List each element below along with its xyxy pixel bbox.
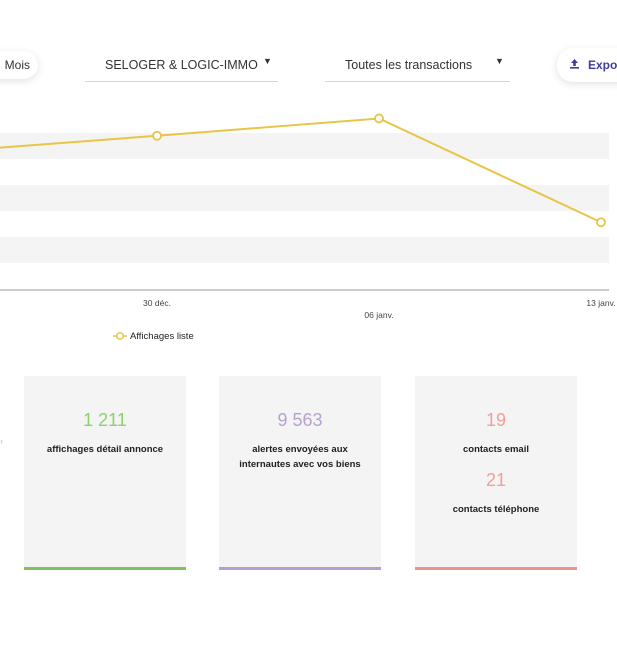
views-card: 1 211 affichages détail annonce [24,376,186,570]
series-points [152,113,606,228]
x-tick-label: 06 janv. [364,310,393,320]
views-accent-bar [24,567,186,570]
contacts-accent-bar [415,567,577,570]
views-label: affichages détail annonce [46,444,164,455]
alerts-accent-bar [219,567,381,570]
chevron-right-icon[interactable]: › [0,436,3,446]
alerts-count: 9 563 [277,410,323,430]
phone-contacts-count: 21 [485,470,507,490]
transaction-select[interactable]: Toutes les transactions ▼ [325,50,510,82]
alerts-card: 9 563 alertes envoyées aux internautes a… [219,376,381,570]
x-tick-label: 30 déc. [143,298,171,308]
views-count: 1 211 [83,410,127,430]
source-select-value: SELOGER & LOGIC-IMMO [105,58,258,72]
grid-band-0 [0,133,609,159]
caret-down-icon: ▼ [495,56,504,66]
period-label: Mois [4,58,30,72]
legend-swatch-icon [113,331,127,341]
caret-down-icon: ▼ [263,56,272,66]
email-contacts-count: 19 [485,410,507,430]
line-chart: 30 déc. 06 janv. 13 janv. [0,113,616,320]
legend-label: Affichages liste [130,331,194,342]
x-axis-tick-labels: 30 déc. 06 janv. 13 janv. [143,298,616,320]
export-label: Expor [588,58,617,72]
chart-legend[interactable]: Affichages liste [113,331,194,342]
data-point-3[interactable] [596,217,606,228]
phone-contacts-label: contacts téléphone [452,504,540,515]
period-toggle-button[interactable]: Mois [0,51,38,79]
series-line-affichages-liste [0,117,602,224]
transaction-select-value: Toutes les transactions [345,58,473,72]
source-select[interactable]: SELOGER & LOGIC-IMMO ▼ [85,50,278,82]
grid-band-2 [0,237,609,263]
data-point-1[interactable] [152,130,162,141]
export-button[interactable]: Expor [557,48,617,82]
data-point-2[interactable] [374,113,384,124]
grid-band-1 [0,185,609,211]
chart-grid-bands [0,133,609,263]
email-contacts-label: contacts email [463,444,529,455]
alerts-label: alertes envoyées aux internautes avec vo… [239,444,361,470]
upload-icon [569,48,580,82]
contacts-card: 19 contacts email 21 contacts téléphone [415,376,577,570]
x-tick-label: 13 janv. [586,298,615,308]
